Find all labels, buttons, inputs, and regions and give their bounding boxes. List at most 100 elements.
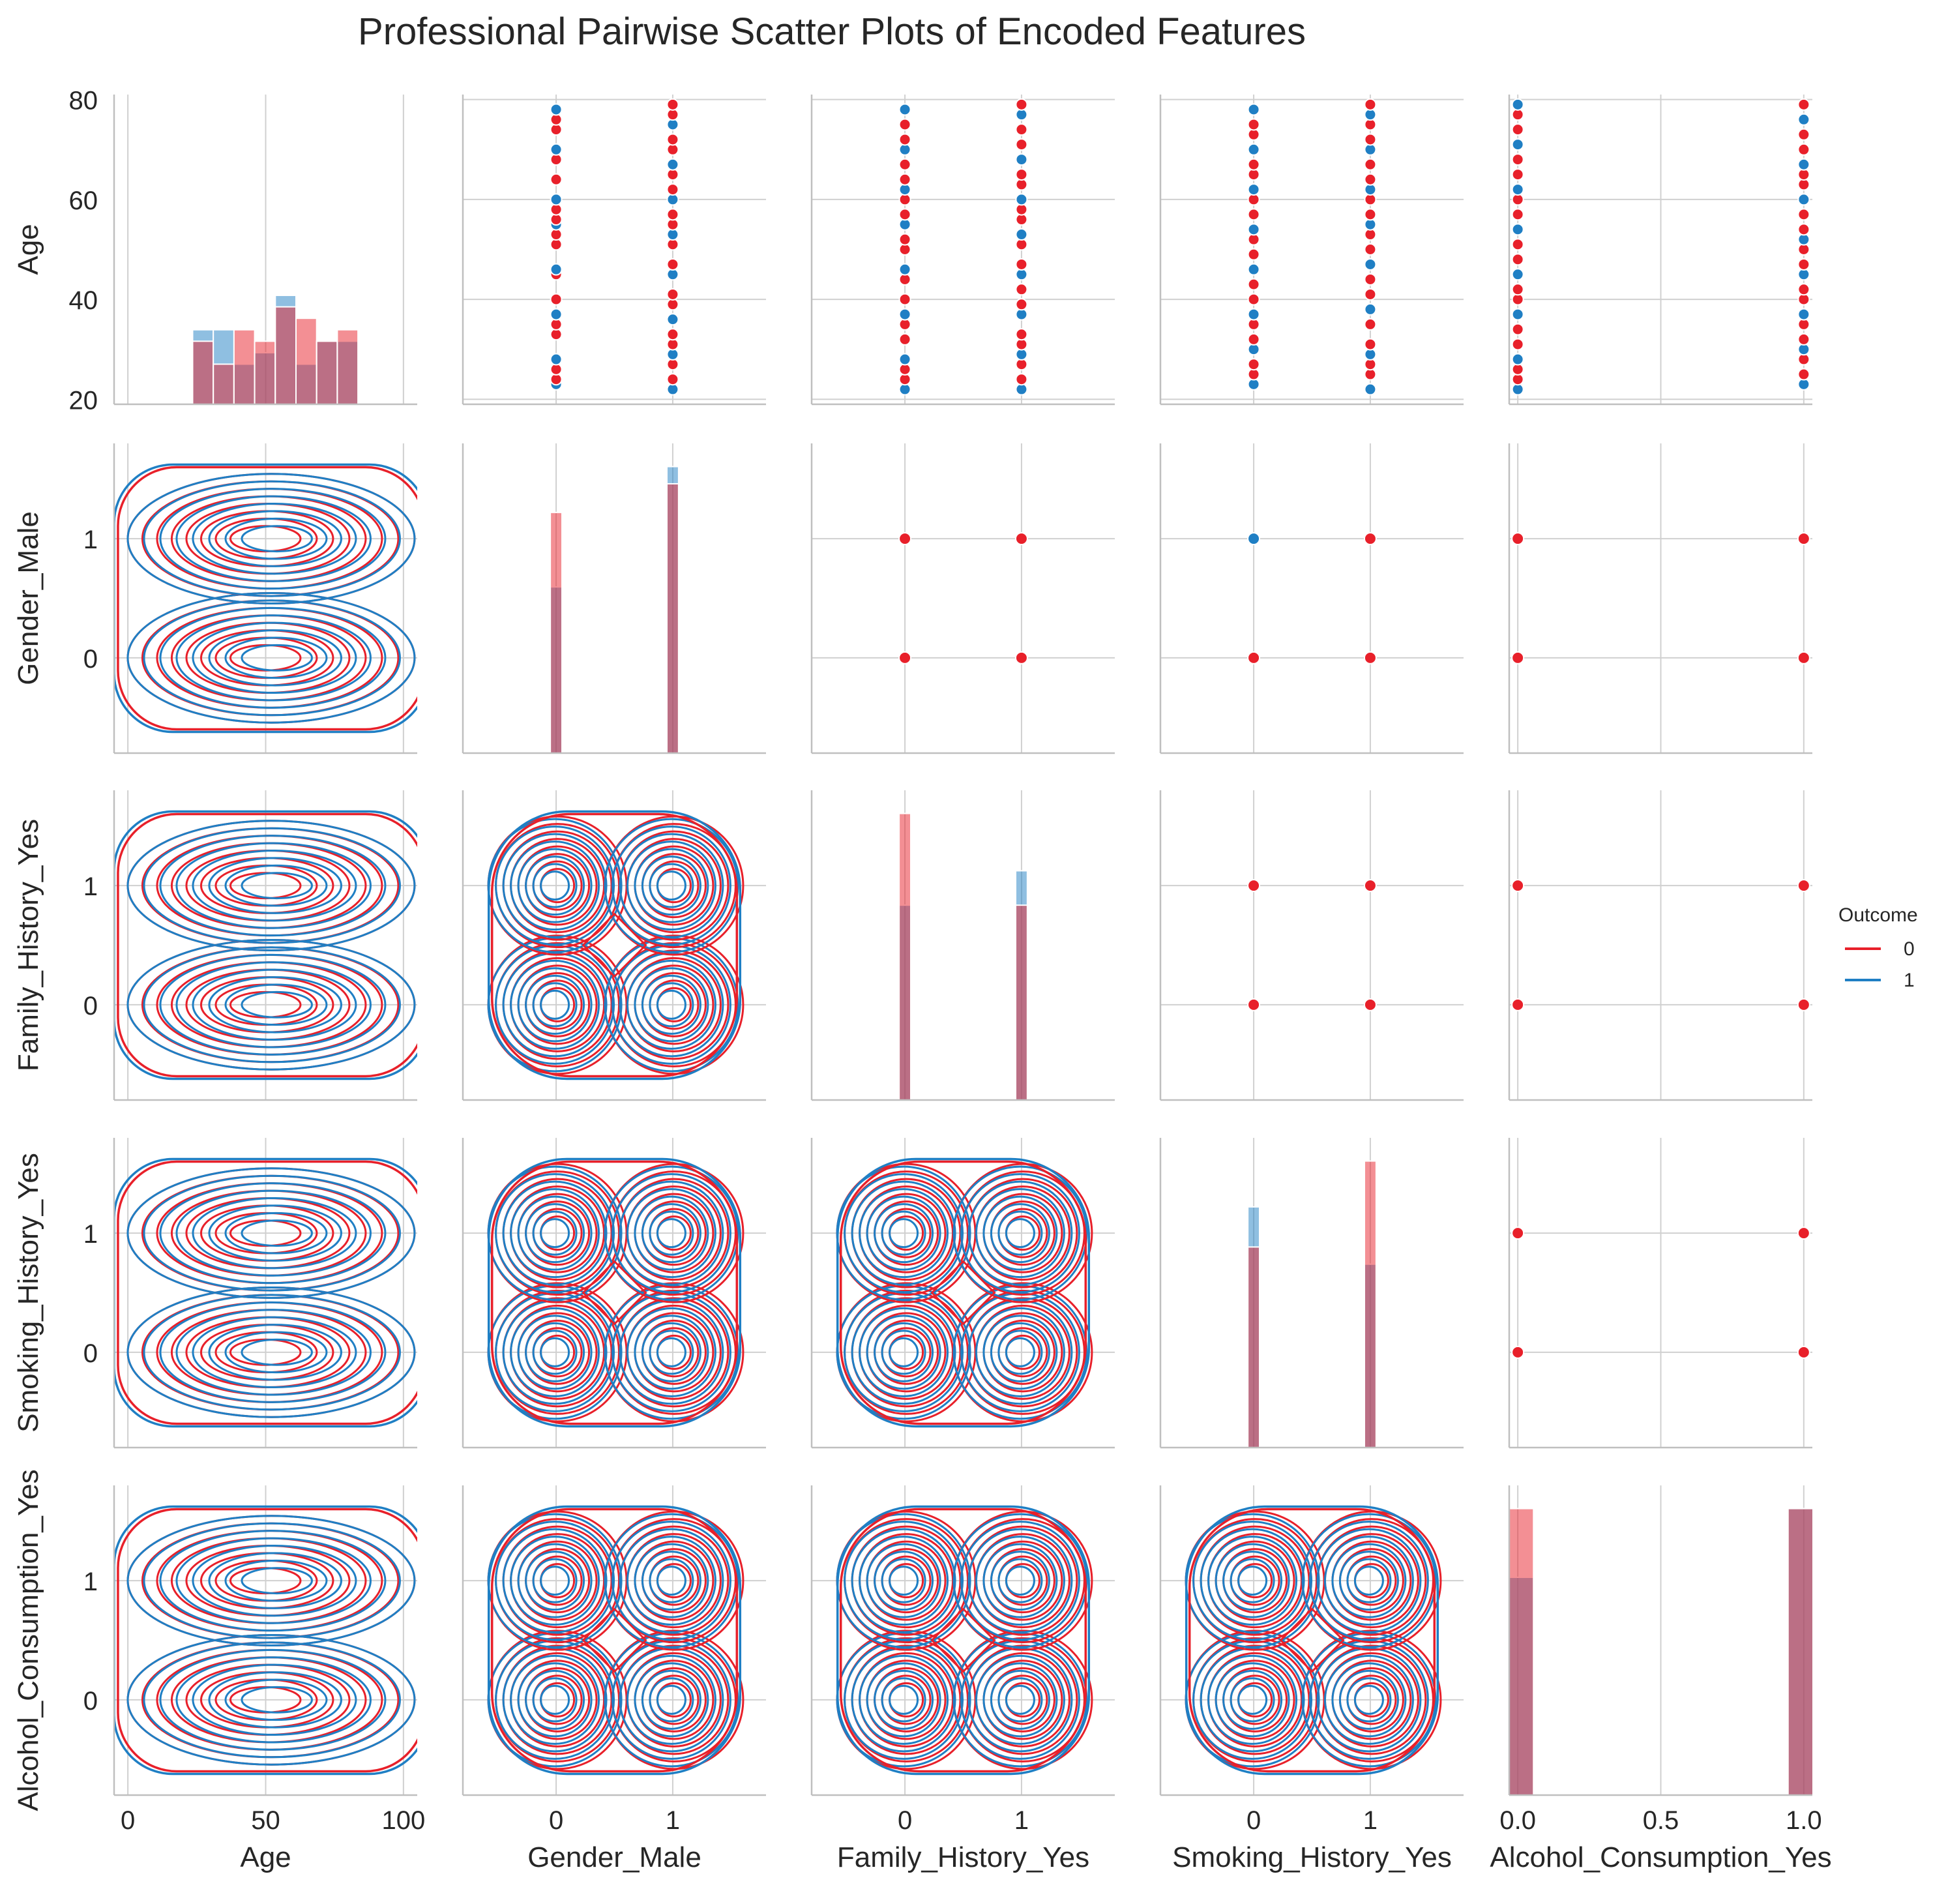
- kde-contour: [1222, 1669, 1283, 1730]
- hist-bar-outcome-0: [898, 812, 912, 1100]
- panel-r0-c1: [462, 95, 766, 406]
- kde-contour: [1323, 1654, 1414, 1745]
- kde-contour: [649, 1558, 694, 1603]
- kde-contour: [517, 1662, 593, 1738]
- kde-contour: [208, 1324, 342, 1381]
- scatter-point: [1015, 193, 1028, 206]
- scatter-point: [550, 193, 563, 206]
- kde-contour: [143, 599, 401, 717]
- panel-r4-c1: 0 1 Gender_Male: [462, 1485, 766, 1873]
- y-tick-label: 0: [83, 645, 98, 674]
- scatter-point: [1015, 373, 1028, 386]
- kde-contour: [952, 1165, 1088, 1301]
- plot-area: [1511, 98, 1810, 396]
- scatter-point: [898, 353, 911, 366]
- scatter-point: [1511, 123, 1524, 136]
- kde-contour: [859, 1188, 949, 1279]
- scatter-point: [1511, 879, 1525, 893]
- kde-contour: [159, 488, 387, 590]
- kde-contour: [540, 989, 570, 1020]
- kde-contour: [619, 833, 724, 938]
- kde-saddle-contour: [930, 1260, 996, 1326]
- kde-contour: [525, 1322, 585, 1382]
- kde-contour: [634, 1315, 709, 1390]
- kde-contour: [997, 1558, 1043, 1603]
- kde-contour: [641, 1322, 701, 1382]
- plot-area: [1185, 1505, 1442, 1776]
- kde-contour: [982, 1543, 1058, 1618]
- plot-area: [1247, 1160, 1377, 1448]
- kde-contour: [634, 848, 709, 923]
- kde-contour: [224, 517, 328, 560]
- plot-area: [1509, 1508, 1812, 1795]
- kde-contour: [241, 872, 313, 900]
- x-axis-label: Age: [240, 1841, 291, 1873]
- kde-contour: [532, 863, 578, 908]
- panel-r3-c3: [1159, 1138, 1464, 1449]
- kde-contour: [540, 870, 570, 901]
- panel-r3-c4: [1508, 1138, 1812, 1449]
- kde-contour: [175, 961, 372, 1049]
- kde-contour: [175, 1656, 372, 1744]
- kde-outer-contour: [490, 1160, 739, 1425]
- grid-panels: 20 40 60 80 Age 0 1 Gender_Male 0 1 Family_History…: [12, 87, 1832, 1873]
- panel-r4-c2: 0 1 Family_History_Yes: [810, 1485, 1115, 1873]
- kde-contour: [175, 1189, 372, 1277]
- y-axis-label: Smoking_History_Yes: [12, 1153, 44, 1433]
- kde-contour: [656, 870, 686, 901]
- plot-area: [898, 812, 1028, 1100]
- scatter-point: [1247, 208, 1260, 221]
- kde-contour: [952, 1513, 1088, 1648]
- scatter-point: [1797, 258, 1810, 271]
- scatter-point: [1797, 113, 1810, 126]
- y-axis-label: Age: [12, 224, 44, 275]
- plot-area: [898, 98, 1028, 396]
- scatter-point: [1015, 258, 1028, 271]
- kde-contour: [224, 864, 328, 907]
- scatter-point: [898, 133, 911, 146]
- kde-contour: [126, 592, 416, 724]
- scatter-point: [666, 328, 679, 341]
- kde-contour: [143, 1174, 401, 1292]
- x-tick-label: 0: [898, 1806, 912, 1835]
- scatter-point: [1797, 193, 1810, 206]
- x-tick-label: 0.5: [1643, 1806, 1679, 1835]
- kde-contour: [990, 1322, 1050, 1382]
- kde-contour: [241, 1567, 313, 1595]
- kde-outer-contour: [114, 810, 417, 1080]
- kde-contour: [159, 1182, 387, 1285]
- kde-contour: [502, 1528, 608, 1633]
- kde-contour: [1192, 1639, 1313, 1760]
- scatter-point: [1363, 879, 1377, 893]
- kde-contour: [175, 495, 372, 582]
- kde-contour: [510, 840, 600, 931]
- hist-bar-outcome-0: [192, 340, 214, 404]
- kde-contour: [532, 982, 578, 1028]
- scatter-point: [1797, 651, 1810, 664]
- kde-contour: [525, 855, 585, 916]
- panel-r3-c0: 0 1 Smoking_History_Yes: [12, 1138, 417, 1449]
- scatter-point: [666, 208, 679, 221]
- scatter-point: [666, 183, 679, 196]
- plot-area: [550, 98, 679, 396]
- scatter-point: [1511, 283, 1524, 296]
- scatter-point: [1511, 98, 1524, 111]
- kde-contour: [540, 1218, 570, 1249]
- scatter-point: [666, 98, 679, 111]
- hist-bar-outcome-0: [1509, 1508, 1535, 1795]
- kde-contour: [1200, 1647, 1305, 1753]
- kde-contour: [502, 833, 608, 938]
- kde-contour: [495, 944, 615, 1065]
- kde-outer-contour: [487, 810, 742, 1080]
- kde-contour: [960, 1639, 1080, 1760]
- kde-contour: [1005, 1684, 1035, 1715]
- kde-contour: [143, 946, 401, 1064]
- kde-contour: [241, 644, 313, 672]
- y-tick-label: 1: [83, 1220, 98, 1249]
- x-tick-label: 1.0: [1786, 1806, 1822, 1835]
- kde-contour: [851, 1300, 956, 1405]
- hist-bar-outcome-0: [1363, 1160, 1377, 1448]
- plot-area: [114, 1157, 417, 1428]
- scatter-point: [1511, 338, 1524, 351]
